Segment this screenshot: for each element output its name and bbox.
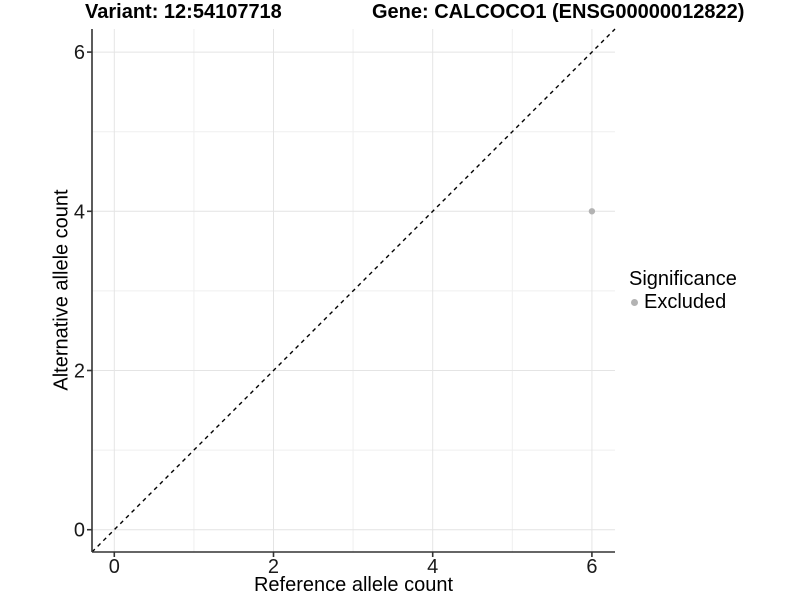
legend-item-label: Excluded xyxy=(644,291,727,313)
y-tick-label: 0 xyxy=(74,520,85,542)
x-tick-label: 0 xyxy=(109,556,120,578)
legend: Significance Excluded xyxy=(629,268,737,314)
legend-marker-circle-icon xyxy=(631,299,638,306)
data-point xyxy=(588,208,596,215)
x-axis-title: Reference allele count xyxy=(253,574,453,596)
y-axis-title: Alternative allele count xyxy=(50,189,73,391)
x-tick-label: 4 xyxy=(427,556,438,578)
y-tick-label: 6 xyxy=(74,42,85,64)
y-tick-label: 4 xyxy=(74,201,85,223)
identity-dashed-line xyxy=(91,28,616,553)
legend-title: Significance xyxy=(629,268,737,290)
y-tick-label: 2 xyxy=(74,361,85,383)
legend-items: Excluded xyxy=(629,291,737,314)
x-tick-label: 2 xyxy=(268,556,279,578)
gene-title: Gene: CALCOCO1 (ENSG00000012822) xyxy=(372,1,745,23)
variant-title: Variant: 12:54107718 xyxy=(85,1,282,23)
x-tick-label: 6 xyxy=(586,556,597,578)
legend-item: Excluded xyxy=(631,291,737,314)
